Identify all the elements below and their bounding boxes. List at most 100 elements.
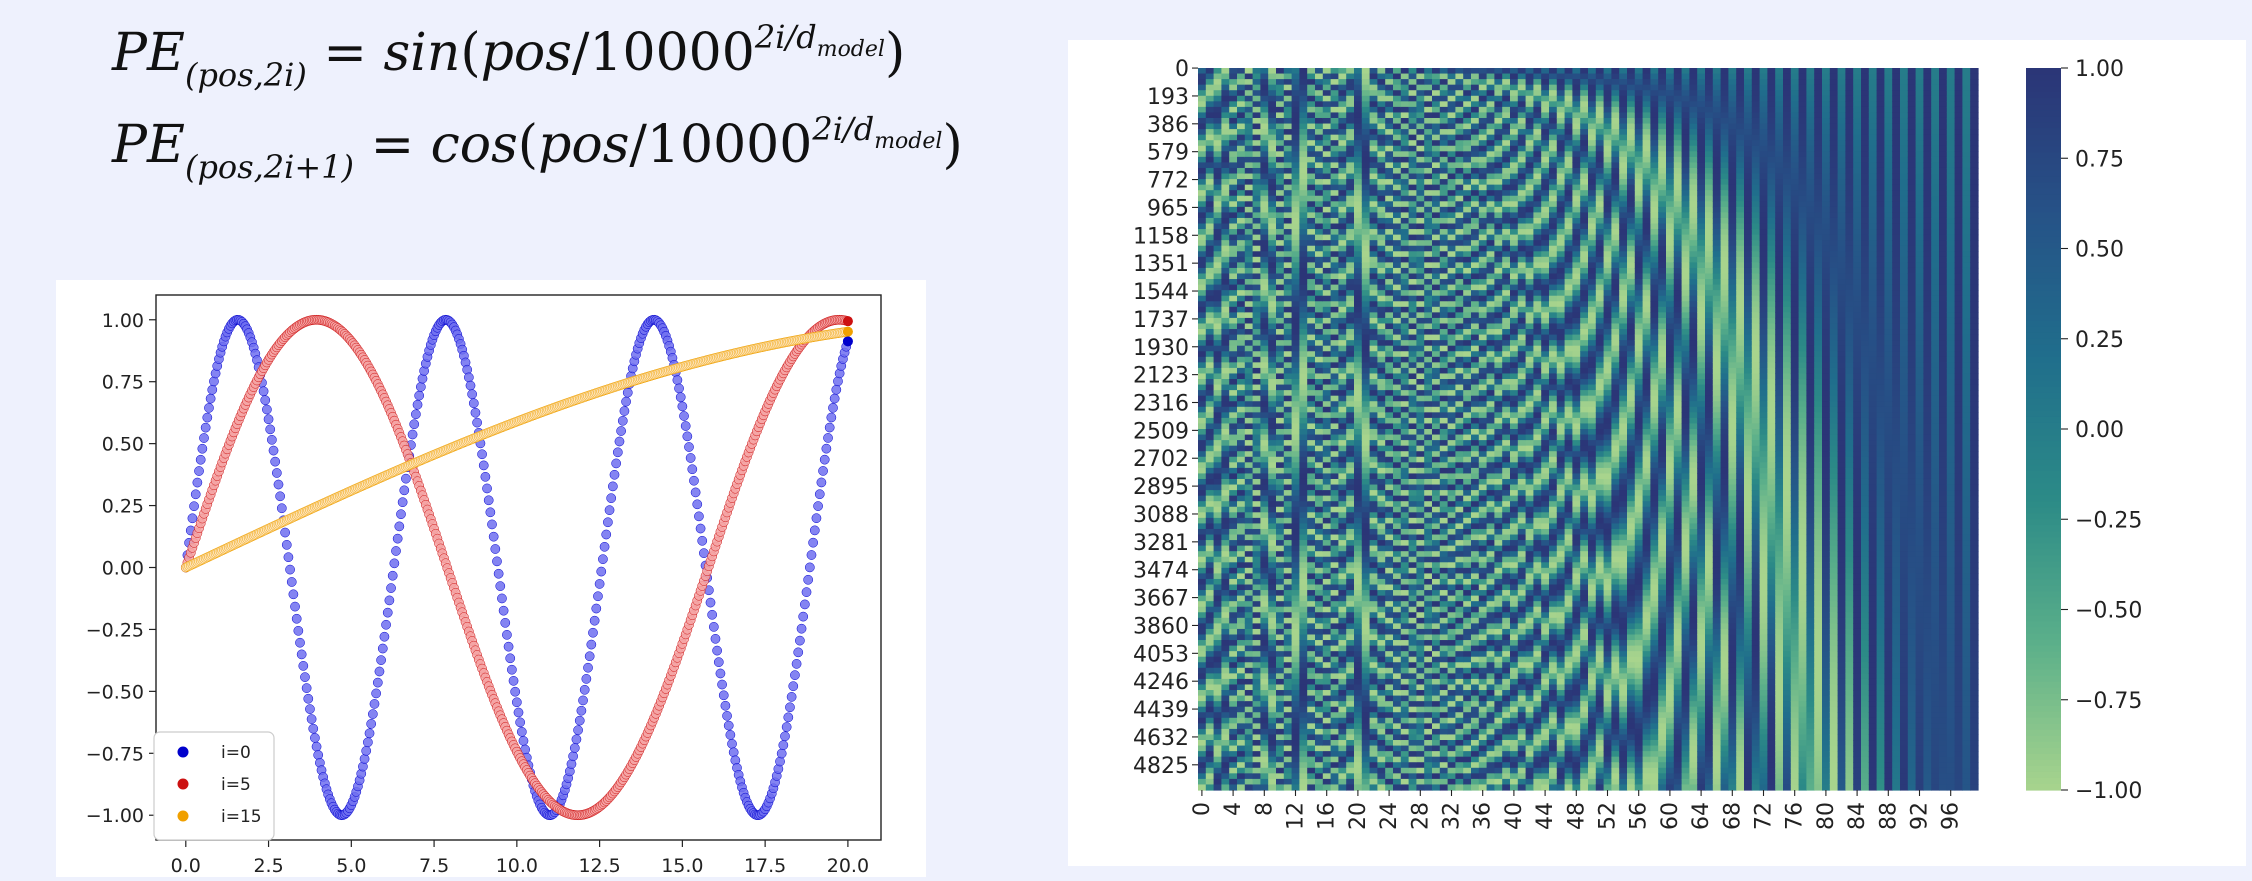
heatmap-cell: [1401, 218, 1409, 224]
heatmap-cell: [1299, 301, 1307, 307]
heatmap-cell: [1260, 551, 1268, 557]
heatmap-cell: [1385, 535, 1393, 541]
heatmap-cell: [1362, 634, 1370, 640]
data-point: [514, 708, 523, 717]
heatmap-cell: [1229, 396, 1237, 402]
heatmap-cell: [1354, 718, 1362, 724]
heatmap-cell: [1284, 201, 1292, 207]
heatmap-cell: [1346, 585, 1354, 591]
heatmap-cell: [1268, 668, 1276, 674]
heatmap-cell: [1362, 718, 1370, 724]
heatmap-cell: [1229, 646, 1237, 652]
heatmap-cell: [1377, 662, 1385, 668]
heatmap-cell: [1416, 412, 1424, 418]
heatmap-cell: [1346, 162, 1354, 168]
heatmap-cell: [1331, 251, 1339, 257]
heatmap-cell: [1206, 124, 1214, 130]
heatmap-cell: [1221, 201, 1229, 207]
heatmap-cell: [1214, 573, 1222, 579]
heatmap-cell: [1198, 185, 1206, 191]
heatmap-cell: [1292, 246, 1300, 252]
heatmap-cell: [1331, 107, 1339, 113]
heatmap-cell: [1245, 696, 1253, 702]
heatmap-cell: [1377, 646, 1385, 652]
heatmap-cell: [1206, 196, 1214, 202]
heatmap-cell: [1276, 646, 1284, 652]
heatmap-cell: [1276, 412, 1284, 418]
heatmap-cell: [1299, 757, 1307, 763]
heatmap-cell: [1214, 723, 1222, 729]
data-point: [413, 400, 422, 409]
heatmap-cell: [1229, 185, 1237, 191]
heatmap-cell: [1206, 312, 1214, 318]
heatmap-cell: [1401, 429, 1409, 435]
heatmap-cell: [1331, 285, 1339, 291]
heatmap-cell: [1237, 351, 1245, 357]
heatmap-cell: [1299, 573, 1307, 579]
data-point: [314, 750, 323, 759]
heatmap-cell: [1253, 618, 1261, 624]
heatmap-cell: [1206, 285, 1214, 291]
heatmap-cell: [1260, 596, 1268, 602]
heatmap-cell: [1276, 90, 1284, 96]
heatmap-cell: [1377, 618, 1385, 624]
heatmap-cell: [1307, 501, 1315, 507]
heatmap-cell: [1253, 734, 1261, 740]
heatmap-cell: [1198, 546, 1206, 552]
heatmap-cell: [1292, 679, 1300, 685]
heatmap-cell: [1284, 340, 1292, 346]
heatmap-cell: [1370, 468, 1378, 474]
heatmap-cell: [1338, 301, 1346, 307]
heatmap-cell: [1292, 435, 1300, 441]
heatmap-cell: [1268, 235, 1276, 241]
heatmap-cell: [1362, 246, 1370, 252]
heatmap-cell: [1268, 290, 1276, 296]
heatmap-cell: [1260, 568, 1268, 574]
heatmap-cell: [1409, 557, 1417, 563]
heatmap-cell: [1292, 412, 1300, 418]
heatmap-cell: [1214, 473, 1222, 479]
heatmap-cell: [1299, 568, 1307, 574]
heatmap-cell: [1214, 579, 1222, 585]
heatmap-cell: [1385, 112, 1393, 118]
data-point: [295, 638, 304, 647]
heatmap-cell: [1206, 96, 1214, 102]
data-point: [817, 478, 826, 487]
heatmap-cell: [1299, 535, 1307, 541]
data-point: [415, 391, 424, 400]
heatmap-cell: [1354, 657, 1362, 663]
heatmap-cell: [1237, 607, 1245, 613]
heatmap-cell: [1315, 240, 1323, 246]
heatmap-cell: [1299, 96, 1307, 102]
heatmap-cell: [1237, 518, 1245, 524]
y-tick-label: 1.00: [102, 310, 144, 332]
heatmap-cell: [1331, 462, 1339, 468]
heatmap-cell: [1401, 573, 1409, 579]
heatmap-cell: [1276, 723, 1284, 729]
heatmap-cell: [1268, 607, 1276, 613]
heatmap-cell: [1260, 218, 1268, 224]
heatmap-cell: [1416, 579, 1424, 585]
heatmap-cell: [1284, 662, 1292, 668]
heatmap-cell: [1284, 346, 1292, 352]
heatmap-cell: [1346, 240, 1354, 246]
heatmap-cell: [1268, 551, 1276, 557]
heatmap-cell: [1221, 507, 1229, 513]
heatmap-cell: [1307, 240, 1315, 246]
heatmap-cell: [1221, 712, 1229, 718]
heatmap-cell: [1377, 429, 1385, 435]
heatmap-cell: [1284, 290, 1292, 296]
data-point: [621, 397, 630, 406]
heatmap-cell: [1377, 246, 1385, 252]
heatmap-cell: [1284, 107, 1292, 113]
heatmap-cell: [1214, 146, 1222, 152]
heatmap-cell: [1260, 257, 1268, 263]
heatmap-cell: [1268, 74, 1276, 80]
heatmap-cell: [1385, 335, 1393, 341]
heatmap-cell: [1206, 224, 1214, 230]
heatmap-cell: [1206, 518, 1214, 524]
heatmap-cell: [1206, 340, 1214, 346]
heatmap-cell: [1370, 162, 1378, 168]
heatmap-cell: [1362, 323, 1370, 329]
heatmap-cell: [1409, 218, 1417, 224]
